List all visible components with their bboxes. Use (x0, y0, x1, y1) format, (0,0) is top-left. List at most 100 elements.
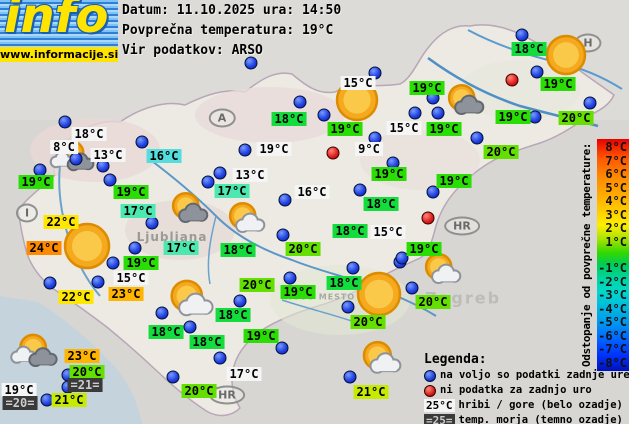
scale-tick-label: 7°C (605, 153, 627, 168)
country-sign: A (208, 108, 236, 128)
station-temp-label: =21= (67, 378, 103, 392)
legend-sea-sample: =25= (424, 414, 455, 424)
scale-tick-label: -8°C (598, 355, 627, 370)
station-dot-blue (58, 115, 72, 129)
station-temp-label: 24°C (26, 241, 62, 255)
legend: Legenda: na voljo so podatki zadnje ure … (424, 352, 629, 424)
station-temp-label: 18°C (215, 308, 251, 322)
station-dot-blue (530, 65, 544, 79)
station-temp-label: 22°C (58, 290, 94, 304)
station-temp-label: =20= (2, 396, 38, 410)
scale-tick-label: -7°C (598, 342, 627, 356)
sun-clouds-icon (7, 331, 65, 380)
legend-red-dot-icon (424, 384, 436, 397)
station-temp-label: 21°C (353, 385, 389, 399)
station-temp-label: 19°C (426, 122, 462, 136)
legend-sea-text: temp. morja (temno ozadje) (458, 414, 623, 424)
station-temp-label: 19°C (495, 110, 531, 124)
station-temp-label: 20°C (239, 278, 275, 292)
scale-tick-label: 5°C (605, 180, 627, 195)
station-temp-label: 20°C (350, 315, 386, 329)
station-temp-label: 15°C (370, 225, 406, 239)
station-temp-label: 17°C (163, 241, 199, 255)
station-temp-label: 18°C (271, 112, 307, 126)
station-dot-blue (293, 95, 307, 109)
station-dot-blue (183, 320, 197, 334)
station-temp-label: 18°C (189, 335, 225, 349)
station-temp-label: 18°C (148, 325, 184, 339)
sun-cloud-icon (439, 81, 493, 127)
station-dot-blue (276, 228, 290, 242)
station-temp-label: 18°C (363, 197, 399, 211)
station-dot-blue (106, 256, 120, 270)
station-dot-blue (343, 370, 357, 384)
station-dot-blue (244, 56, 258, 70)
sun-cloud-icon (160, 276, 225, 330)
station-temp-label: 13°C (90, 148, 126, 162)
station-temp-label: 19°C (280, 285, 316, 299)
scale-tick-label: -5°C (598, 315, 627, 329)
station-dot-blue (395, 251, 409, 265)
station-dot-blue (155, 306, 169, 320)
station-temp-label: 17°C (120, 204, 156, 218)
scale-tick-label: -2°C (598, 274, 627, 289)
scale-tick-label: 1°C (605, 234, 627, 249)
scale-tick-label: -4°C (598, 301, 627, 316)
scale-tick-label: 3°C (605, 207, 627, 222)
station-temp-label: 13°C (232, 168, 268, 182)
city-label: NOVO MESTO (284, 292, 356, 302)
station-temp-label: 19°C (18, 175, 54, 189)
legend-mountain-text: hribi / gore (belo ozadje) (458, 399, 623, 411)
legend-blue-dot-icon (424, 369, 436, 382)
scale-tick-label: 8°C (605, 140, 627, 154)
site-logo: info www.informacije.si (0, 0, 118, 62)
scale-tick-label: -6°C (598, 328, 627, 343)
station-temp-label: 19°C (123, 256, 159, 270)
station-dot-blue (103, 173, 117, 187)
station-dot-blue (43, 276, 57, 290)
station-dot-blue (346, 261, 360, 275)
logo-site-link[interactable]: www.informacije.si (0, 47, 119, 62)
station-temp-label: 15°C (386, 121, 422, 135)
station-temp-label: 15°C (113, 271, 149, 285)
station-temp-label: 15°C (340, 76, 376, 90)
station-dot-blue (426, 185, 440, 199)
station-temp-label: 21°C (51, 393, 87, 407)
station-dot-red (505, 73, 519, 87)
station-dot-blue (201, 175, 215, 189)
station-temp-label: 18°C (511, 42, 547, 56)
sun-cloud-icon (220, 199, 274, 245)
deviation-color-scale: 8°C 7°C 6°C 5°C 4°C 3°C 2°C 1°C -1°C -2°C -3°C -4°C… (597, 139, 629, 371)
sun-icon (47, 215, 126, 281)
station-temp-label: 16°C (146, 149, 182, 163)
station-dot-blue (283, 271, 297, 285)
station-dot-blue (583, 96, 597, 110)
station-temp-label: 19°C (243, 329, 279, 343)
station-temp-label: 18°C (326, 276, 362, 290)
station-temp-label: 20°C (69, 365, 105, 379)
sun-icon (341, 265, 417, 328)
station-temp-label: 20°C (558, 111, 594, 125)
station-dot-blue (233, 294, 247, 308)
sun-icon (321, 72, 393, 132)
country-sign: I (15, 203, 39, 223)
station-dot-blue (213, 166, 227, 180)
country-sign: HR (444, 216, 480, 236)
station-temp-label: 19°C (406, 242, 442, 256)
station-temp-label: 19°C (327, 122, 363, 136)
sun-icon (532, 28, 600, 85)
station-dot-blue (69, 152, 83, 166)
legend-title: Legenda: (424, 352, 487, 367)
station-temp-label: 22°C (43, 215, 79, 229)
station-dot-blue (166, 370, 180, 384)
station-temp-label: 19°C (1, 383, 37, 397)
station-temp-label: 9°C (355, 142, 383, 156)
scale-tick-label: 4°C (605, 194, 627, 208)
station-temp-label: 20°C (415, 295, 451, 309)
city-label: Ljubljana (136, 230, 208, 244)
legend-mountain-sample: 25°C (424, 399, 455, 412)
station-dot-blue (317, 108, 331, 122)
station-temp-label: 17°C (226, 367, 262, 381)
station-temp-label: 18°C (332, 224, 368, 238)
